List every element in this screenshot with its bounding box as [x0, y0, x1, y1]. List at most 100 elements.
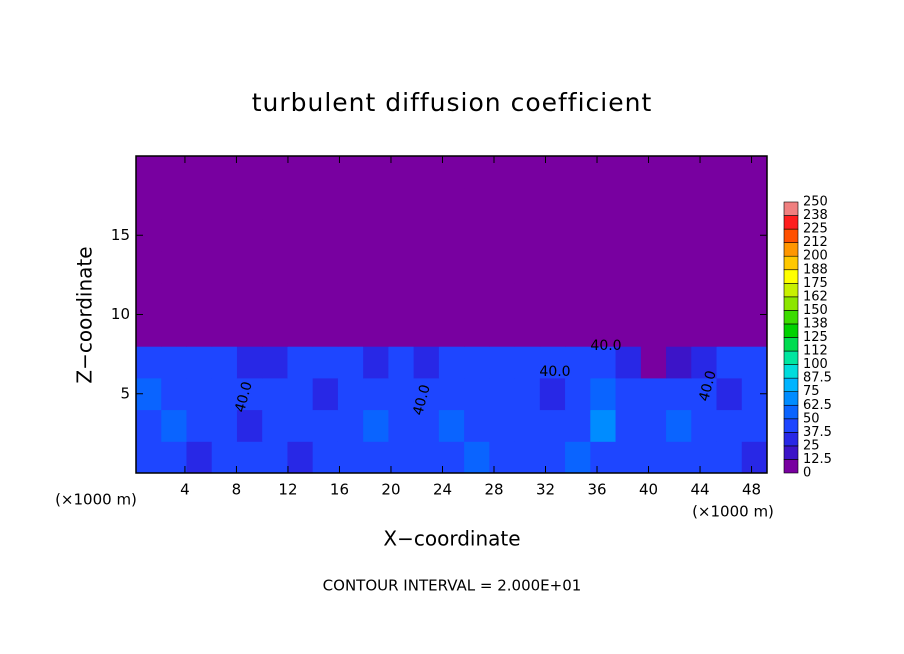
- field-cell: [363, 314, 389, 347]
- field-cell: [161, 441, 187, 474]
- field-cell: [161, 377, 187, 411]
- colorbar-box: [783, 350, 799, 365]
- colorbar-box: [783, 310, 799, 325]
- field-cell: [539, 156, 566, 189]
- field-cell: [388, 409, 415, 442]
- field-cell: [236, 187, 263, 220]
- field-cell: [186, 441, 213, 474]
- field-cell: [464, 346, 490, 379]
- colorbar-label: 125: [803, 330, 828, 345]
- chart-title: turbulent diffusion coefficient: [252, 88, 653, 117]
- field-cell: [262, 282, 288, 315]
- field-cell: [413, 156, 440, 189]
- contour-label: 40.0: [696, 369, 720, 403]
- field-cell: [312, 441, 339, 474]
- field-cell: [691, 377, 718, 411]
- field-cell: [741, 156, 768, 189]
- field-cell: [716, 377, 743, 411]
- x-tick-label: 32: [536, 481, 555, 499]
- field-cell: [514, 314, 541, 347]
- field-cell: [615, 441, 642, 474]
- field-cell: [615, 187, 642, 220]
- field-cell: [539, 282, 566, 315]
- field-cell: [136, 346, 162, 379]
- field-cell: [388, 346, 415, 379]
- field-cell: [539, 409, 566, 442]
- colorbar-label: 75: [803, 384, 820, 399]
- field-cell: [312, 409, 339, 442]
- field-cell: [514, 156, 541, 189]
- field-cell: [666, 251, 692, 284]
- field-cell: [615, 377, 642, 411]
- field-cell: [640, 409, 667, 442]
- field-cell: [691, 251, 718, 284]
- field-cell: [211, 156, 238, 189]
- field-cell: [590, 441, 617, 474]
- colorbar-label: 100: [803, 357, 828, 372]
- colorbar-box: [783, 282, 799, 298]
- colorbar-label: 225: [803, 222, 828, 237]
- field-cell: [640, 346, 667, 379]
- field-cell: [262, 251, 288, 284]
- field-cell: [539, 251, 566, 284]
- field-cell: [312, 282, 339, 315]
- field-cell: [363, 219, 389, 252]
- colorbar-box: [783, 296, 799, 311]
- field-cell: [438, 377, 465, 411]
- colorbar-label: 50: [803, 411, 820, 426]
- x-axis-label: X−coordinate: [383, 527, 520, 551]
- field-cell: [211, 282, 238, 315]
- field-cell: [691, 346, 718, 379]
- field-cell: [666, 441, 692, 474]
- field-cell: [287, 282, 314, 315]
- field-cell: [337, 346, 364, 379]
- field-cell: [413, 187, 440, 220]
- field-cell: [464, 187, 490, 220]
- field-cell: [161, 219, 187, 252]
- colorbar-label: 212: [803, 235, 828, 250]
- contour-label: 40.0: [590, 338, 621, 354]
- field-cell: [136, 282, 162, 315]
- field-cell: [666, 282, 692, 315]
- colorbar-label: 12.5: [803, 452, 832, 467]
- field-cell: [691, 187, 718, 220]
- field-cell: [615, 156, 642, 189]
- field-cell: [236, 282, 263, 315]
- x-tick-label: 8: [232, 481, 242, 499]
- field-cell: [211, 441, 238, 474]
- field-cell: [741, 282, 768, 315]
- field-cell: [312, 187, 339, 220]
- field-cell: [363, 409, 389, 442]
- x-tick-label: 36: [587, 481, 606, 499]
- field-cell: [337, 251, 364, 284]
- x-unit-label: (×1000 m): [692, 503, 774, 521]
- field-cell: [287, 314, 314, 347]
- field-cell: [337, 187, 364, 220]
- colorbar-box: [783, 323, 799, 338]
- field-cell: [337, 377, 364, 411]
- field-cell: [136, 409, 162, 442]
- field-cell: [464, 409, 490, 442]
- field-cell: [514, 219, 541, 252]
- x-tick-label: 44: [690, 481, 709, 499]
- field-cell: [539, 219, 566, 252]
- field-cell: [363, 377, 389, 411]
- field-cell: [565, 377, 591, 411]
- field-cell: [640, 314, 667, 347]
- field-cell: [388, 156, 415, 189]
- colorbar-label: 150: [803, 303, 828, 318]
- field-cell: [236, 314, 263, 347]
- colorbar-label: 238: [803, 208, 828, 223]
- field-cell: [262, 441, 288, 474]
- field-cell: [186, 377, 213, 411]
- field-cell: [186, 409, 213, 442]
- field-cell: [438, 156, 465, 189]
- field-cell: [161, 251, 187, 284]
- field-cell: [539, 187, 566, 220]
- field-cell: [565, 409, 591, 442]
- field-cell: [337, 409, 364, 442]
- field-cell: [716, 251, 743, 284]
- field-cell: [236, 346, 263, 379]
- overlay: 4 8 12 16 20 24 28 32 36 40 44 4851015012.52537.550…: [111, 155, 832, 499]
